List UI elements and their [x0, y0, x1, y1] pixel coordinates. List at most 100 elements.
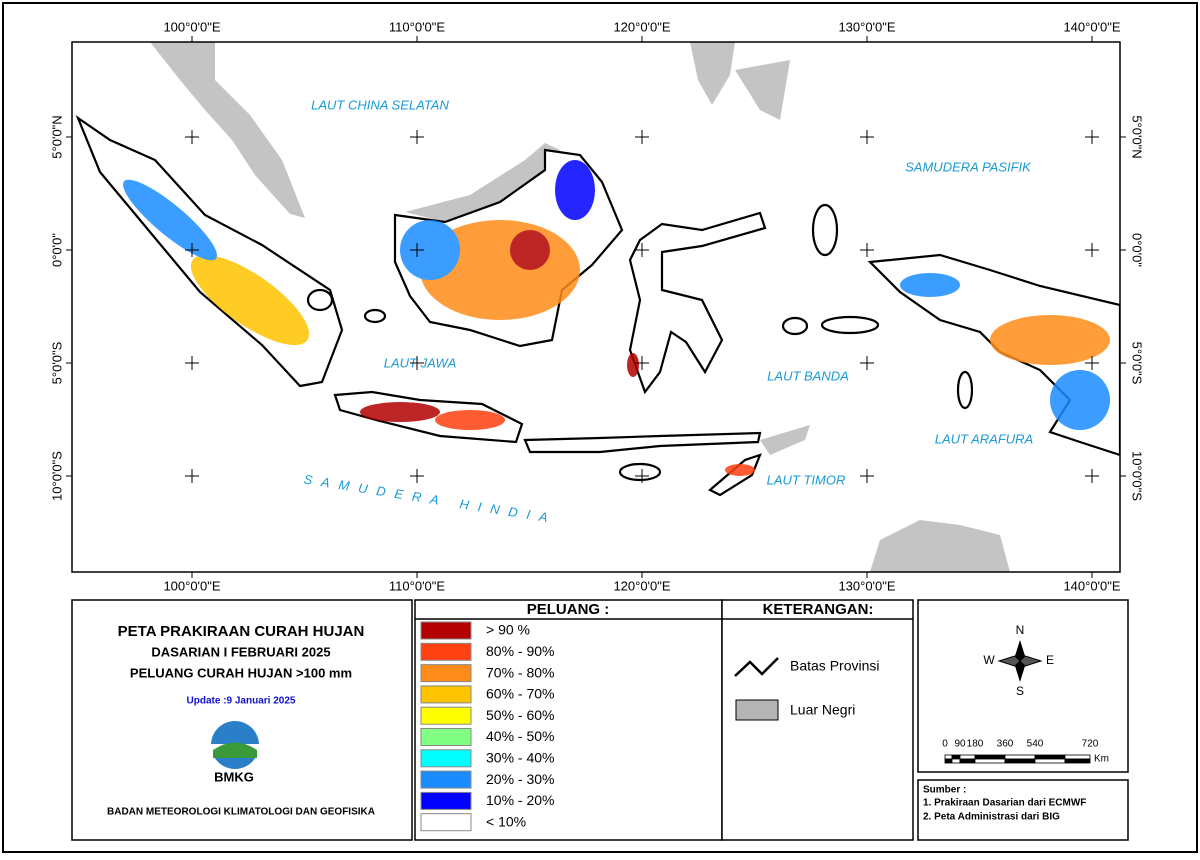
foreign-land	[150, 42, 305, 218]
legend-label: 50% - 60%	[486, 707, 554, 723]
sea-label: LAUT CHINA SELATAN	[311, 97, 449, 112]
compass-panel	[917, 599, 1129, 773]
scale-segment	[944, 758, 953, 764]
graticule-cross	[860, 130, 874, 144]
island	[306, 288, 334, 312]
foreign-land	[690, 42, 790, 120]
legend-swatch	[420, 685, 472, 704]
sea-label: SAMUDERA PASIFIK	[905, 159, 1032, 174]
sources-panel	[917, 779, 1129, 841]
compass-ew	[997, 655, 1043, 667]
scale-segment	[951, 754, 961, 760]
legend-label: 30% - 40%	[486, 750, 554, 766]
shade	[725, 464, 755, 476]
sea-label: LAUT BANDA	[767, 368, 849, 383]
legend-heading: PELUANG :	[527, 601, 610, 618]
island	[781, 316, 809, 336]
island	[618, 462, 662, 482]
scale-segment	[944, 754, 953, 760]
scale-tick-label: 90	[954, 739, 966, 750]
compass-rose	[997, 640, 1043, 682]
graticule-cross	[185, 469, 199, 483]
compass-n: N	[1016, 623, 1025, 637]
lat-label: 0°0'0"	[49, 233, 64, 267]
scale-tick-label: 360	[997, 739, 1014, 750]
graticule-cross	[635, 130, 649, 144]
legend-label: 60% - 70%	[486, 686, 554, 702]
shade	[190, 254, 310, 346]
legend-label: 40% - 50%	[486, 728, 554, 744]
map-area: LAUT CHINA SELATAN SAMUDERA PASIFIK LAUT…	[49, 19, 1144, 593]
scale-segment	[1034, 758, 1066, 764]
shade	[1050, 370, 1110, 430]
graticule-cross	[185, 356, 199, 370]
legend-label: 10% - 20%	[486, 792, 554, 808]
legend-label: 20% - 30%	[486, 771, 554, 787]
lat-label: 5°0'0"S	[1130, 342, 1145, 385]
lon-label: 100°0'0"E	[163, 19, 220, 34]
update-date: Update :9 Januari 2025	[187, 696, 296, 707]
map-period: DASARIAN I FEBRUARI 2025	[151, 644, 330, 659]
keterangan-heading: KETERANGAN:	[763, 601, 874, 618]
shade	[400, 220, 460, 280]
legend-swatch	[420, 621, 472, 640]
lon-label: 110°0'0"E	[389, 578, 445, 593]
scale-segment	[1064, 754, 1091, 760]
shade	[360, 402, 440, 422]
scale-tick-label: 540	[1027, 739, 1044, 750]
shade	[123, 179, 217, 261]
lat-label: 0°0'0"	[1130, 233, 1145, 267]
island	[523, 431, 762, 454]
sea-label: LAUT TIMOR	[767, 472, 846, 487]
lat-label: 10°0'0"S	[1130, 451, 1145, 501]
legend-swatch	[420, 706, 472, 725]
shade	[990, 315, 1110, 365]
graticule-cross	[410, 243, 424, 257]
source-item: 1. Prakiraan Dasarian dari ECMWF	[923, 798, 1086, 809]
lat-label: 5°0'0"N	[1130, 115, 1145, 158]
scale-segment	[1004, 758, 1036, 764]
island	[363, 308, 387, 324]
legend-swatch	[420, 813, 472, 832]
graticule-cross	[410, 469, 424, 483]
lon-label: 140°0'0"E	[1063, 19, 1120, 34]
legend-label: > 90 %	[486, 622, 530, 638]
legend-swatch	[420, 664, 472, 683]
shade	[510, 230, 550, 270]
graticule-cross	[635, 469, 649, 483]
graticule-cross	[860, 243, 874, 257]
scale-segment	[951, 758, 961, 764]
scale-unit: Km	[1094, 754, 1109, 765]
graticule-cross	[635, 243, 649, 257]
shade	[555, 160, 595, 220]
logo-text: BMKG	[214, 769, 254, 784]
foreign-land	[405, 143, 560, 222]
graticule-cross	[1085, 130, 1099, 144]
lon-label: 100°0'0"E	[163, 578, 220, 593]
compass-w: W	[983, 653, 995, 667]
organization: BADAN METEOROLOGI KLIMATOLOGI DAN GEOFIS…	[107, 807, 375, 818]
island	[820, 315, 880, 335]
map-title: PETA PRAKIRAAN CURAH HUJAN	[118, 623, 365, 640]
scale-segment	[974, 754, 1006, 760]
scale-bar: 0 90 180 360 540 720 Km	[942, 739, 1109, 765]
sea-label: LAUT ARAFURA	[935, 431, 1033, 446]
legend-swatch	[420, 749, 472, 768]
lat-label: 5°0'0"N	[49, 115, 64, 158]
compass-e: E	[1046, 653, 1054, 667]
scale-tick-label: 720	[1082, 739, 1099, 750]
scale-segment	[959, 754, 976, 760]
legend-items: > 90 % 80% - 90% 70% - 80% 60% - 70% 50% - 6…	[420, 621, 554, 832]
scale-segment	[1004, 754, 1036, 760]
legend-swatch	[420, 642, 472, 661]
foreign-land	[760, 425, 810, 455]
keterangan-item: Batas Provinsi	[790, 658, 879, 674]
graticule-cross	[860, 469, 874, 483]
source-item: 2. Peta Administrasi dari BIG	[923, 812, 1060, 823]
keterangan-item: Luar Negri	[790, 702, 855, 718]
island	[811, 203, 839, 257]
legend-swatch	[420, 728, 472, 746]
graticule-cross	[635, 356, 649, 370]
graticule-cross	[410, 130, 424, 144]
island	[956, 370, 974, 410]
